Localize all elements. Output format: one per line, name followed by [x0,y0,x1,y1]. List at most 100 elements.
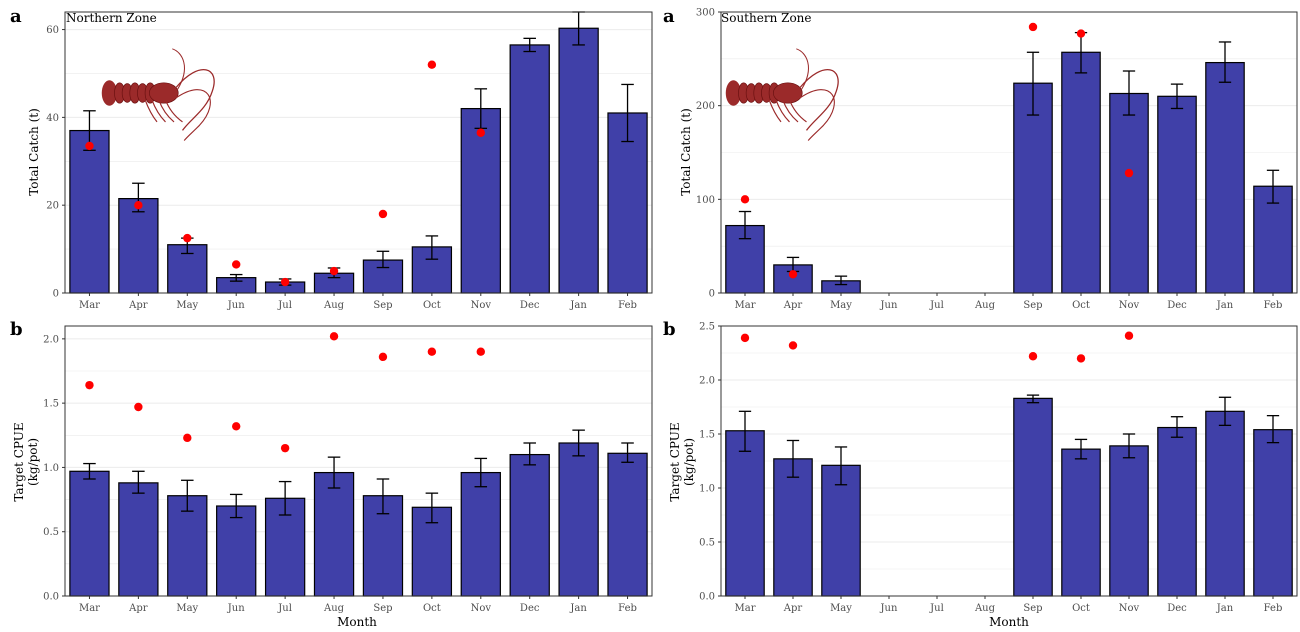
x-tick-label-oct: Oct [1072,603,1090,614]
bar-apr [118,198,159,294]
x-tick-label-oct: Oct [423,300,441,311]
lobster-antenna [799,89,835,141]
lobster-leg [151,99,166,123]
x-tick-label-nov: Nov [471,603,492,614]
x-tick-label-jun: Jun [880,603,898,614]
data-point-oct [1076,354,1086,363]
bar-feb [1253,429,1293,597]
x-tick-label-jun: Jun [227,603,245,614]
y-tick-label: 100 [696,195,715,206]
y-axis-title-line: Target CPUE [668,422,682,501]
bar-dec [509,44,550,294]
data-point-mar [85,141,94,151]
y-tick-label: 200 [696,101,715,112]
y-tick-label: 0 [53,289,59,300]
bar-dec [509,453,550,597]
x-tick-label-apr: Apr [783,300,803,311]
lobster-leg [144,99,158,123]
bar-mar [69,470,110,597]
x-tick-label-dec: Dec [520,603,540,614]
bar-jan [1205,61,1245,294]
data-point-apr [788,341,798,350]
x-tick-label-sep: Sep [1023,300,1042,311]
lobster-image [101,48,215,141]
x-tick-label-nov: Nov [1119,300,1140,311]
x-axis-title: Month [989,615,1029,629]
x-tick-label-may: May [176,603,198,614]
x-tick-label-jul: Jul [929,603,944,614]
x-tick-label-aug: Aug [323,603,345,614]
y-tick-label: 2.0 [699,376,715,387]
lobster-antenna [175,69,215,131]
x-tick-label-feb: Feb [618,300,637,311]
x-tick-label-dec: Dec [1167,603,1187,614]
x-tick-label-mar: Mar [79,300,100,311]
x-tick-label-dec: Dec [1167,300,1187,311]
panel-border [720,325,1298,597]
x-tick-label-dec: Dec [520,300,540,311]
data-point-mar [740,195,750,204]
y-axis-title-line: (kg/pot) [26,438,40,486]
y-axis-title-line: Total Catch (t) [679,108,693,196]
x-tick-label-sep: Sep [1023,603,1042,614]
data-point-sep [1028,22,1038,32]
x-tick-label-aug: Aug [974,603,996,614]
data-point-jun [232,260,241,269]
x-tick-label-jul: Jul [277,603,292,614]
y-tick-label: 1.5 [699,430,715,441]
data-point-nov [476,128,485,137]
y-tick-label: 1.5 [43,399,59,410]
lobster-tail-fan [101,80,118,106]
y-axis-title: Total Catch (t) [679,108,693,196]
lobster-carapace [773,82,803,104]
x-tick-label-mar: Mar [735,300,756,311]
y-tick-label: 2.5 [699,322,715,333]
x-tick-label-jul: Jul [277,300,292,311]
bar-nov [1109,445,1149,597]
y-tick-label: 1.0 [43,463,59,474]
y-axis-title-line: Target CPUE [12,422,26,501]
plot-background [65,12,652,293]
y-axis-title: Target CPUE(kg/pot) [668,422,696,501]
x-tick-label-jan: Jan [1216,603,1234,614]
panel-letter: a [10,6,22,27]
x-tick-label-feb: Feb [618,603,637,614]
data-point-jul [280,443,290,453]
y-tick-label: 2.0 [43,334,59,345]
data-point-may [183,233,192,243]
data-point-apr [134,200,143,210]
x-tick-label-jul: Jul [929,300,944,311]
bar-mar [725,430,765,597]
bar-dec [1157,95,1197,294]
lobster-leg [768,99,782,123]
lobster-antenna [172,48,185,90]
bar-oct [1061,448,1101,597]
x-tick-label-oct: Oct [423,603,441,614]
y-axis-title: Total Catch (t) [27,108,41,196]
chart-panel-north-catch: 0 20 40 60 Mar Apr May Jun Jul Aug Sep Oct Nov Dec Jan… [10,6,653,311]
panel-border [64,11,653,294]
x-tick-label-jan: Jan [1216,300,1234,311]
y-tick-label: 0.5 [699,538,715,549]
panel-letter: b [663,319,676,340]
lobster-leg [782,99,799,123]
bar-nov [1109,92,1149,294]
y-tick-label: 0.5 [43,527,59,538]
x-tick-label-apr: Apr [128,603,148,614]
data-point-apr [134,402,143,412]
x-tick-label-may: May [176,300,198,311]
bar-jun [216,505,257,597]
y-tick-label: 300 [696,8,715,19]
data-point-jun [232,422,241,431]
bar-may [167,495,208,597]
y-tick-label: 20 [46,201,59,212]
zone-label: Southern Zone [721,11,812,25]
lobster-leg [164,99,183,123]
x-tick-label-aug: Aug [974,300,996,311]
bar-mar [69,129,110,294]
lobster-leg [775,99,790,123]
lobster-leg [788,99,807,123]
y-tick-label: 0.0 [43,592,59,603]
x-tick-label-jun: Jun [880,300,898,311]
x-tick-label-mar: Mar [735,603,756,614]
